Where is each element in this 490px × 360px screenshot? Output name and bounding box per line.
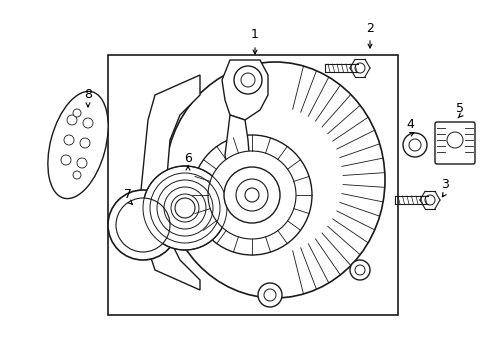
Text: 5: 5 [456, 102, 464, 114]
Circle shape [241, 73, 255, 87]
Text: 1: 1 [251, 28, 259, 41]
Circle shape [73, 109, 81, 117]
Text: 7: 7 [124, 189, 132, 202]
Circle shape [64, 135, 74, 145]
Text: 4: 4 [406, 118, 414, 131]
Circle shape [83, 118, 93, 128]
Ellipse shape [165, 62, 385, 298]
Bar [108, 55, 398, 315]
Text: 8: 8 [84, 89, 92, 102]
Circle shape [245, 188, 259, 202]
Polygon shape [140, 75, 200, 290]
Circle shape [234, 66, 262, 94]
Circle shape [264, 289, 276, 301]
Circle shape [350, 260, 370, 280]
Circle shape [108, 190, 178, 260]
Circle shape [143, 166, 227, 250]
Circle shape [175, 198, 195, 218]
Circle shape [409, 139, 421, 151]
Circle shape [61, 155, 71, 165]
Text: 2: 2 [366, 22, 374, 35]
Circle shape [67, 115, 77, 125]
Polygon shape [225, 115, 250, 180]
Circle shape [77, 158, 87, 168]
FancyBboxPatch shape [435, 122, 475, 164]
Circle shape [258, 283, 282, 307]
Circle shape [208, 151, 296, 239]
Text: 6: 6 [184, 152, 192, 165]
Circle shape [403, 133, 427, 157]
Circle shape [192, 135, 312, 255]
Circle shape [236, 179, 268, 211]
Circle shape [73, 171, 81, 179]
Circle shape [425, 195, 435, 205]
Circle shape [80, 138, 90, 148]
Circle shape [447, 132, 463, 148]
Circle shape [355, 63, 365, 73]
Circle shape [116, 198, 170, 252]
Text: 3: 3 [441, 179, 449, 192]
Ellipse shape [48, 91, 108, 199]
Circle shape [355, 265, 365, 275]
Polygon shape [222, 60, 268, 120]
Circle shape [224, 167, 280, 223]
